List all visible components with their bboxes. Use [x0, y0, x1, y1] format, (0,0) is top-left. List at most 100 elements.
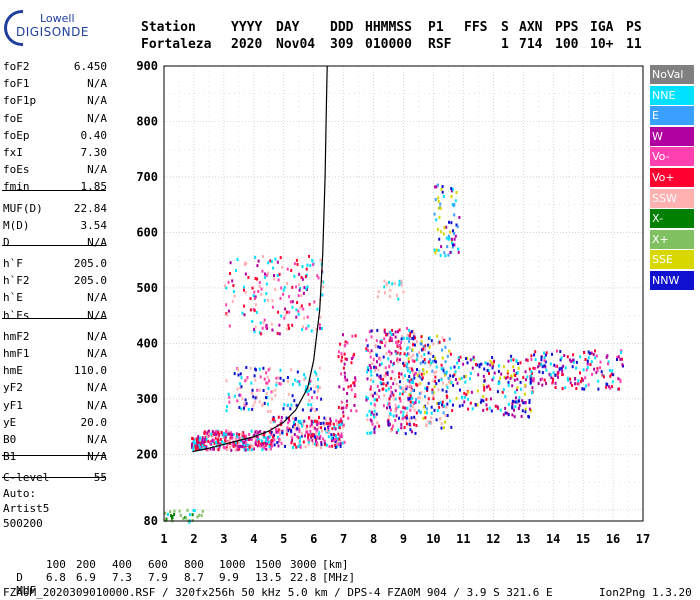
echo-point [411, 405, 414, 409]
echo-point [406, 327, 409, 330]
param-label: foF1p [3, 94, 37, 108]
echo-point [222, 445, 225, 449]
echo-point [253, 308, 256, 312]
echo-point [373, 430, 376, 434]
echo-point [247, 275, 250, 279]
echo-point [194, 444, 197, 448]
echo-point [280, 441, 283, 445]
echo-point [488, 406, 491, 410]
echo-point [511, 413, 514, 417]
echo-point [441, 190, 444, 194]
echo-point [390, 390, 393, 394]
echo-point [330, 436, 333, 440]
echo-point [338, 437, 341, 441]
echo-point [231, 436, 234, 440]
echo-point [441, 403, 443, 407]
echo-point [414, 418, 417, 422]
echo-point [354, 393, 357, 396]
param-value: N/A [87, 77, 107, 91]
echo-point [402, 414, 405, 418]
echo-point [285, 416, 288, 420]
echo-point [276, 260, 279, 264]
x-tick-label: 1 [160, 532, 167, 546]
echo-point [387, 357, 390, 361]
echo-point [379, 377, 382, 381]
echo-point [245, 366, 248, 369]
echo-point [288, 416, 290, 420]
echo-point [287, 392, 290, 396]
footer-value: 6.9 [76, 571, 96, 584]
echo-point [251, 391, 253, 395]
echo-point [416, 383, 418, 387]
echo-point [480, 398, 483, 402]
echo-point [307, 389, 310, 393]
x-tick-label: 10 [426, 532, 440, 546]
echo-point [455, 378, 457, 381]
echo-point [269, 420, 272, 424]
echo-point [387, 333, 390, 337]
echo-point [500, 372, 503, 376]
echo-point [619, 357, 622, 361]
echo-point [507, 402, 510, 406]
echo-point [442, 232, 445, 236]
echo-point [439, 253, 442, 257]
echo-point [317, 389, 319, 393]
echo-point [438, 340, 441, 344]
echo-point [350, 388, 353, 392]
footer-distance-row: D [3, 558, 23, 584]
echo-point [405, 419, 408, 423]
echo-point [213, 447, 215, 451]
echo-point [243, 285, 245, 289]
echo-point [402, 387, 405, 391]
echo-point [340, 400, 343, 404]
param-row: foEp 0.40 [3, 127, 107, 144]
echo-point [369, 431, 371, 435]
echo-point [410, 416, 413, 420]
echo-point [270, 430, 273, 434]
echo-point [467, 397, 469, 401]
echo-point [258, 331, 261, 335]
echo-point [412, 388, 415, 392]
echo-point [206, 435, 209, 439]
echo-point [396, 357, 399, 361]
echo-point [239, 444, 242, 448]
echo-point [483, 367, 486, 371]
echo-point [264, 325, 267, 329]
echo-point [499, 376, 502, 380]
echo-point [303, 373, 306, 377]
echo-point [322, 285, 325, 289]
param-label: foE [3, 111, 23, 125]
echo-point [256, 444, 259, 448]
echo-point [313, 433, 315, 437]
echo-point [433, 408, 436, 412]
echo-point [316, 396, 319, 400]
legend-item: NoVal [650, 65, 694, 84]
echo-point [228, 400, 231, 404]
echo-point [380, 339, 383, 343]
echo-point [557, 375, 559, 379]
echo-point [290, 441, 293, 445]
echo-point [321, 429, 323, 433]
echo-point [440, 426, 443, 430]
echo-point [274, 393, 277, 397]
echo-point [265, 292, 268, 296]
echo-point [197, 435, 200, 439]
echo-point [298, 288, 301, 292]
echo-point [244, 398, 247, 402]
echo-point [538, 362, 541, 366]
echo-point [407, 360, 410, 364]
echo-point [312, 425, 315, 429]
echo-point [378, 424, 381, 428]
echo-point [530, 374, 533, 378]
echo-point [336, 423, 339, 426]
echo-point [300, 275, 303, 279]
echo-point [454, 234, 457, 238]
echo-point [384, 344, 386, 348]
echo-point [418, 351, 420, 355]
echo-point [259, 430, 262, 433]
echo-point [341, 441, 344, 445]
legend-item: X+ [650, 229, 694, 249]
echo-point [241, 436, 244, 440]
echo-point [295, 285, 298, 289]
echo-point [569, 381, 572, 385]
